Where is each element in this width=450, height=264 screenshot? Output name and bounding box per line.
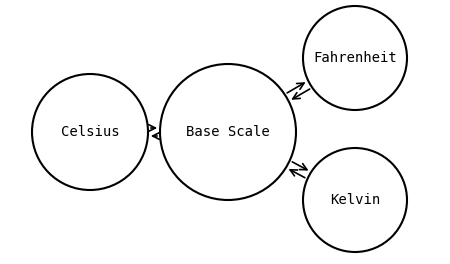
Circle shape <box>303 6 407 110</box>
Text: Kelvin: Kelvin <box>330 193 380 207</box>
Text: Fahrenheit: Fahrenheit <box>313 51 397 65</box>
Circle shape <box>32 74 148 190</box>
Circle shape <box>303 148 407 252</box>
Text: Base Scale: Base Scale <box>186 125 270 139</box>
Text: Celsius: Celsius <box>61 125 119 139</box>
Circle shape <box>160 64 296 200</box>
